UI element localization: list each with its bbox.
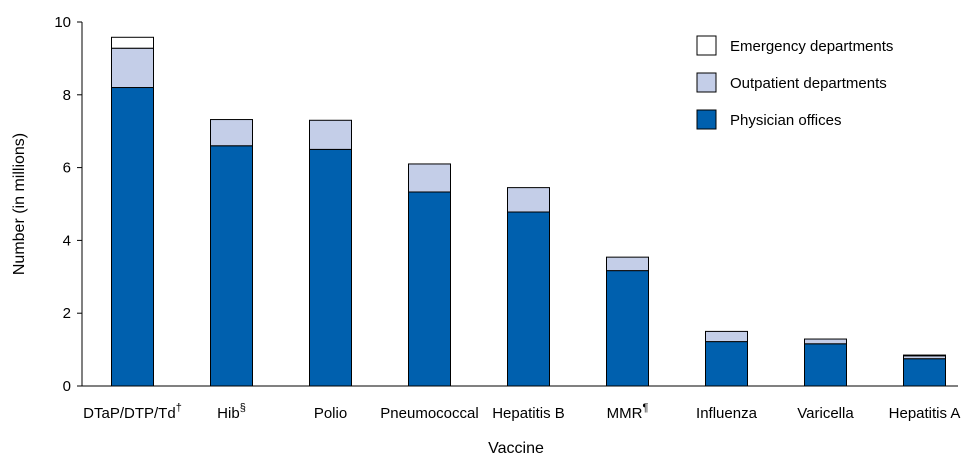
bar-segment-physician-offices	[408, 191, 451, 387]
x-tick-label-footnote-mark: †	[176, 402, 182, 414]
bar-segment-outpatient-departments	[804, 338, 847, 345]
legend-swatch-emergency-departments	[696, 35, 717, 56]
x-tick-label-footnote-mark: ¶	[642, 402, 648, 414]
x-tick-label: Varicella	[797, 405, 854, 422]
bar-segment-outpatient-departments	[606, 256, 649, 272]
legend-swatch-outpatient-departments	[696, 72, 717, 93]
bar-segment-physician-offices	[705, 341, 748, 387]
x-tick-label-text: Hib	[217, 405, 240, 422]
bar-segment-physician-offices	[507, 211, 550, 387]
x-tick-label-text: Polio	[314, 405, 347, 422]
x-tick-label: Polio	[314, 405, 347, 422]
bar-segment-emergency-departments	[903, 354, 946, 357]
x-axis-title: Vaccine	[488, 440, 544, 457]
legend-label-emergency-departments: Emergency departments	[730, 38, 893, 55]
x-tick-label-footnote-mark: §	[240, 402, 246, 414]
bar-segment-outpatient-departments	[111, 47, 154, 89]
y-tick-label: 2	[63, 305, 71, 322]
y-tick-label: 10	[54, 14, 71, 31]
bar-segment-outpatient-departments	[705, 330, 748, 343]
x-tick-label: Hepatitis A	[889, 405, 961, 422]
y-axis-title: Number (in millions)	[11, 133, 28, 275]
x-tick-label-text: MMR	[607, 405, 643, 422]
x-tick-label: Hepatitis B	[492, 405, 565, 422]
bar-segment-physician-offices	[309, 148, 352, 387]
bar-segment-physician-offices	[606, 270, 649, 387]
bar-segment-physician-offices	[903, 358, 946, 387]
x-tick-label-text: DTaP/DTP/Td	[83, 405, 176, 422]
x-tick-label-text: Varicella	[797, 405, 854, 422]
bar-segment-outpatient-departments	[309, 119, 352, 150]
y-tick-label: 6	[63, 160, 71, 177]
bar-segment-outpatient-departments	[210, 119, 253, 147]
x-tick-label: Hib§	[217, 402, 246, 422]
bar-segment-physician-offices	[210, 145, 253, 387]
y-tick-label: 4	[63, 232, 71, 249]
bar-segment-physician-offices	[804, 343, 847, 387]
x-tick-label: Influenza	[696, 405, 758, 422]
legend-swatch-physician-offices	[696, 109, 717, 130]
axes-layer	[81, 22, 958, 387]
bar-segment-emergency-departments	[111, 36, 154, 49]
bars-layer	[111, 36, 946, 387]
x-tick-label: Pneumococcal	[380, 405, 478, 422]
x-tick-label: MMR¶	[607, 402, 649, 422]
x-tick-label-text: Influenza	[696, 405, 758, 422]
x-tick-label-text: Pneumococcal	[380, 405, 478, 422]
y-ticks: 0 2 4 6 8 10	[54, 14, 82, 395]
x-tick-label-text: Hepatitis B	[492, 405, 565, 422]
legend-label-physician-offices: Physician offices	[730, 112, 841, 129]
bar-segment-physician-offices	[111, 87, 154, 387]
legend-label-outpatient-departments: Outpatient departments	[730, 75, 887, 92]
bar-segment-outpatient-departments	[408, 163, 451, 193]
x-tick-label-text: Hepatitis A	[889, 405, 961, 422]
y-tick-label: 0	[63, 378, 71, 395]
x-ticks: DTaP/DTP/Td† Hib§ Polio Pneumococcal Hepatit…	[83, 402, 960, 422]
y-tick-label: 8	[63, 87, 71, 104]
x-tick-label: DTaP/DTP/Td†	[83, 402, 182, 422]
bar-segment-outpatient-departments	[507, 187, 550, 213]
legend: Emergency departments Outpatient departme…	[696, 35, 893, 130]
